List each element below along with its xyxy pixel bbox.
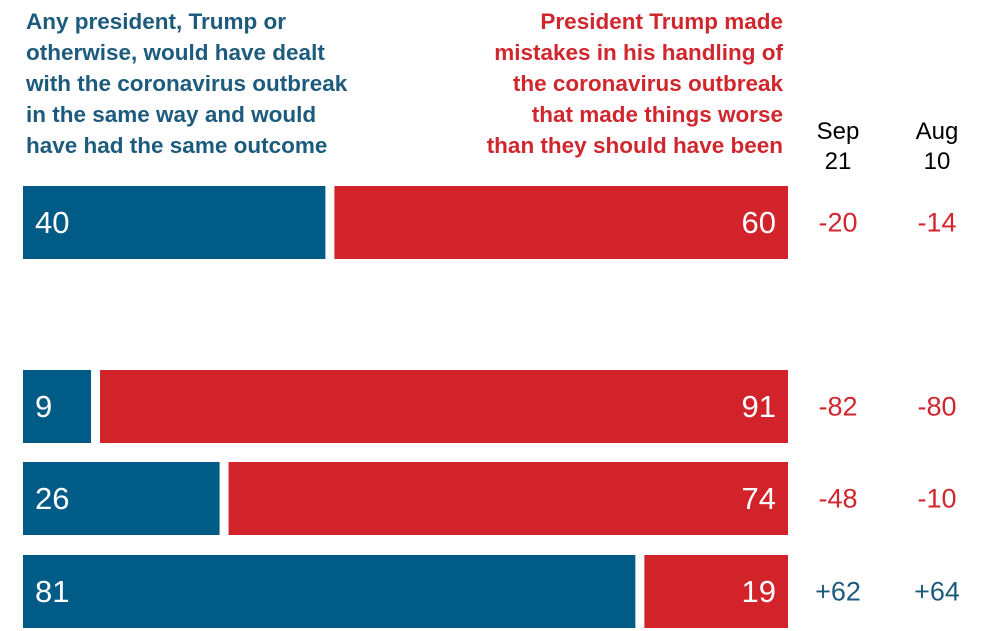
net-sep-21-label-3: -48 [818, 484, 857, 514]
bar-red-value-label-2: 91 [742, 389, 776, 424]
net-sep-21-label-4: +62 [815, 577, 861, 607]
aug-10-column-header: Aug 10 [915, 118, 959, 175]
bar-red-1 [334, 186, 788, 259]
bar-blue-value-label-2: 9 [35, 389, 52, 424]
net-sep-21-label-2: -82 [818, 392, 857, 422]
net-sep-21-label-1: -20 [818, 208, 857, 238]
sep-21-column-header: Sep 21 [816, 118, 860, 175]
net-aug-10-label-1: -14 [917, 208, 956, 238]
bar-red-value-label-1: 60 [742, 205, 776, 240]
bar-blue-1 [23, 186, 326, 259]
bar-red-2 [100, 370, 789, 443]
bar-blue-value-label-4: 81 [35, 574, 69, 609]
net-aug-10-label-3: -10 [917, 484, 956, 514]
bar-blue-4 [23, 555, 636, 628]
net-aug-10-label-2: -80 [917, 392, 956, 422]
left-column-header: Any president, Trump or otherwise, would… [26, 9, 348, 158]
net-aug-10-label-4: +64 [914, 577, 960, 607]
bar-blue-value-label-3: 26 [35, 481, 69, 516]
bar-red-value-label-3: 74 [742, 481, 776, 516]
bar-blue-value-label-1: 40 [35, 205, 69, 240]
bar-blue-3 [23, 462, 220, 535]
right-column-header: President Trump made mistakes in his han… [486, 9, 783, 158]
bar-red-value-label-4: 19 [742, 574, 776, 609]
bar-red-4 [644, 555, 788, 628]
bar-red-3 [228, 462, 788, 535]
bar-blue-2 [23, 370, 92, 443]
